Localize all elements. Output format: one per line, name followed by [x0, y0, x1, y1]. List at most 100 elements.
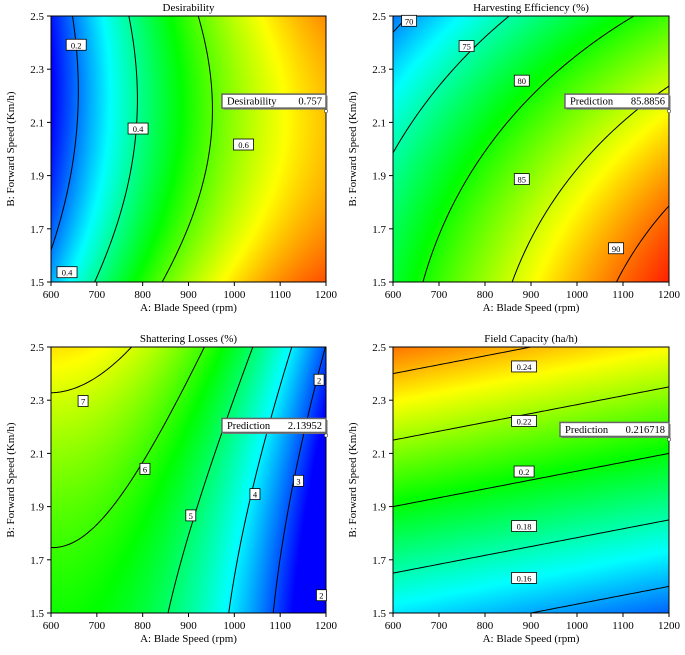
contour-label: 0.2 [513, 465, 535, 478]
contour-label-value: 80 [518, 76, 527, 86]
contour-label-box [139, 462, 151, 475]
y-tick-label: 2.1 [372, 448, 386, 460]
prediction-flag-box [564, 93, 670, 109]
chart-title: Shattering Losses (%) [140, 333, 237, 345]
y-tick-label: 1.5 [372, 277, 386, 289]
x-tick-label: 1100 [612, 620, 634, 632]
prediction-flag: Prediction 85.8856 [564, 93, 671, 114]
x-tick-label: 1000 [566, 620, 589, 632]
contour-label-value: 6 [143, 464, 147, 474]
x-tick-label: 1200 [658, 289, 681, 301]
contour-label-box [313, 373, 325, 386]
surface-heatmap [51, 16, 326, 282]
y-axis-label: B: Forward Speed (Km/h) [347, 91, 359, 207]
y-tick-label: 1.9 [372, 502, 386, 514]
x-tick-label: 1100 [612, 289, 634, 301]
contour-label-value: 75 [462, 42, 471, 52]
contour-label-box [513, 173, 530, 185]
x-tick-label: 1200 [315, 620, 338, 632]
y-tick-label: 1.5 [30, 277, 44, 289]
contour-line-5 [51, 347, 205, 549]
y-tick-label: 2.1 [30, 117, 44, 129]
y-tick-label: 2.5 [372, 11, 386, 23]
prediction-flag: Desirability 0.757 [221, 93, 328, 114]
x-tick-label: 1200 [315, 289, 338, 301]
x-axis-label: A: Blade Speed (rpm) [140, 633, 237, 645]
y-tick-label: 1.5 [372, 608, 386, 620]
contour-label: 2 [313, 373, 325, 386]
x-tick-label: 700 [431, 289, 448, 301]
contour-label: 7 [77, 395, 89, 407]
contour-label-value: 0.4 [62, 268, 73, 278]
prediction-label: Prediction [570, 97, 614, 108]
x-tick-label: 1000 [223, 620, 246, 632]
contour-label-box [127, 122, 149, 135]
contour-label-value: 5 [189, 511, 193, 521]
harvesting-efficiency-panel: Harvesting Efficiency (%) 600 700 800 900 100… [347, 2, 681, 314]
contour-label-value: 0.22 [517, 416, 532, 426]
contour-label: 2 [316, 589, 327, 602]
y-tick-label: 2.1 [30, 448, 44, 460]
y-axis-label: B: Forward Speed (Km/h) [347, 422, 359, 538]
y-tick-label: 1.7 [372, 555, 386, 567]
prediction-flag: Prediction 2.13952 [221, 417, 328, 438]
contour-label-box [513, 465, 535, 478]
contour-label: 0.24 [511, 360, 538, 373]
x-tick-label: 800 [134, 620, 151, 632]
contour-label-value: 2 [317, 375, 321, 385]
chart-title: Field Capacity (ha/h) [484, 333, 578, 345]
contour-label-value: 0.2 [519, 467, 530, 477]
contour-label: 6 [139, 462, 151, 475]
contour-line-0-24 [393, 347, 532, 375]
contour-line-6 [51, 347, 132, 394]
x-tick-label: 1100 [269, 289, 291, 301]
contour-label-box [185, 509, 197, 522]
contour-label: 5 [185, 509, 197, 522]
x-tick-label: 1200 [658, 620, 681, 632]
contour-label: 70 [401, 14, 418, 27]
prediction-label: Prediction [565, 425, 609, 436]
y-tick-label: 2.5 [30, 11, 44, 23]
y-tick-label: 1.9 [30, 171, 44, 183]
shattering-losses-panel: Shattering Losses (%) 600 700 800 900 1000 110… [5, 333, 338, 645]
contour-label-value: 85 [518, 175, 527, 185]
prediction-point [667, 437, 671, 442]
x-tick-label: 800 [477, 289, 494, 301]
y-tick-label: 2.1 [372, 117, 386, 129]
contour-label: 90 [608, 242, 624, 255]
x-tick-label: 900 [523, 620, 540, 632]
contour-label-box [401, 14, 418, 27]
contour-label: 0.6 [233, 138, 254, 151]
x-tick-label: 600 [43, 620, 60, 632]
contour-label-box [511, 415, 538, 427]
surface-heatmap [51, 347, 326, 613]
prediction-value: 2.13952 [288, 421, 322, 432]
contour-label-value: 2 [319, 591, 323, 601]
desirability-panel: Desirability 600 700 800 900 1000 1100 1200 1.5 1… [5, 2, 338, 314]
prediction-flag-box [221, 417, 327, 434]
contour-label: 3 [293, 474, 304, 487]
prediction-value: 0.216718 [626, 425, 665, 436]
contour-label: 0.18 [511, 520, 538, 532]
prediction-value: 85.8856 [631, 97, 665, 108]
contour-label-box [511, 360, 538, 373]
contour-label-value: 0.4 [133, 124, 144, 134]
x-tick-label: 1100 [269, 620, 291, 632]
contour-line-75 [393, 16, 510, 154]
x-tick-label: 900 [180, 620, 197, 632]
contour-label: 0.4 [127, 122, 149, 135]
prediction-value: 0.757 [298, 97, 322, 108]
x-axis-label: A: Blade Speed (rpm) [140, 302, 237, 314]
prediction-flag-box [221, 93, 327, 109]
x-tick-label: 700 [89, 620, 106, 632]
y-tick-label: 2.3 [30, 64, 44, 76]
y-tick-label: 1.7 [30, 224, 44, 236]
contour-label: 4 [249, 488, 261, 501]
x-tick-label: 600 [385, 289, 402, 301]
contour-label-value: 0.6 [238, 140, 249, 150]
field-capacity-panel: Field Capacity (ha/h) 600 700 800 900 1000 110… [347, 333, 681, 645]
x-axis-label: A: Blade Speed (rpm) [483, 633, 580, 645]
prediction-flag-box [559, 421, 670, 438]
x-tick-label: 1000 [223, 289, 246, 301]
